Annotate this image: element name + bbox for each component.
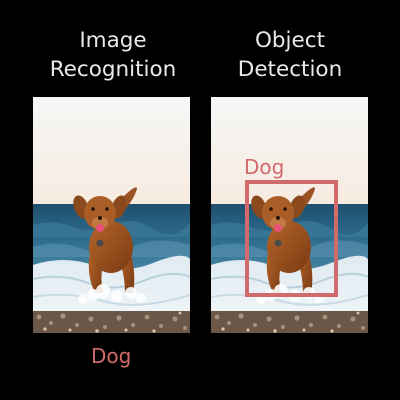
object-detection-title: Object Detection (200, 26, 380, 84)
object-detection-title-line2: Detection (237, 57, 343, 82)
recognition-dog-photo (33, 97, 190, 333)
recognition-class-label: Dog (91, 344, 132, 368)
image-recognition-title-line2: Recognition (49, 57, 177, 82)
image-recognition-title: Image Recognition (23, 26, 203, 84)
object-detection-title-line1: Object (254, 28, 326, 53)
dog-on-beach-image-left (33, 97, 190, 333)
image-recognition-title-line1: Image (79, 28, 147, 53)
bounding-box-label: Dog (244, 155, 285, 179)
dog-bounding-box (245, 180, 338, 297)
